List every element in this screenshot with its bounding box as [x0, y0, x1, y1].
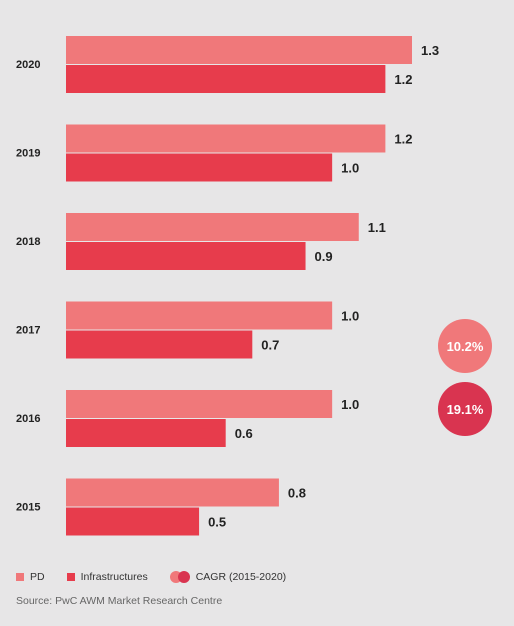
cagr-value-pd: 10.2%: [447, 339, 484, 354]
value-label-pd-2017: 1.0: [341, 309, 359, 324]
source-note: Source: PwC AWM Market Research Centre: [16, 595, 223, 607]
year-label-2018: 2018: [16, 236, 40, 248]
cagr-circles-icon: [169, 571, 190, 583]
bar-infrastructures-2017: [66, 330, 253, 359]
year-label-2015: 2015: [16, 502, 40, 514]
bar-pd-2016: [66, 390, 333, 418]
legend-swatch-infrastructures: [66, 573, 75, 581]
bar-infrastructures-2016: [66, 419, 226, 447]
value-label-infrastructures-2017: 0.7: [261, 338, 279, 353]
legend-item-cagr: CAGR (2015-2020): [169, 571, 287, 583]
value-label-pd-2019: 1.2: [394, 132, 412, 147]
bar-infrastructures-2019: [66, 153, 333, 182]
legend-label-infrastructures: Infrastructures: [80, 571, 148, 583]
bar-pd-2017: [66, 301, 333, 330]
legend-item-infrastructures: Infrastructures: [66, 571, 148, 583]
bar-pd-2015: [66, 478, 279, 507]
legend-swatch-pd: [16, 573, 24, 581]
year-label-2019: 2019: [16, 148, 40, 160]
year-label-2016: 2016: [16, 413, 40, 425]
bar-pd-2018: [66, 213, 359, 241]
value-label-pd-2018: 1.1: [368, 220, 386, 235]
bar-pd-2019: [66, 124, 386, 153]
bar-pd-2020: [66, 36, 412, 64]
cagr-value-infrastructures: 19.1%: [447, 402, 484, 417]
cagr-badge-infrastructures: [438, 382, 492, 436]
legend-item-pd: PD: [16, 571, 45, 583]
bar-infrastructures-2018: [66, 242, 306, 270]
legend-label-pd: PD: [30, 571, 45, 583]
cagr-badge-pd: [438, 319, 492, 373]
value-label-pd-2020: 1.3: [421, 43, 439, 58]
value-label-pd-2016: 1.0: [341, 397, 359, 412]
value-label-infrastructures-2015: 0.5: [208, 515, 226, 530]
value-label-infrastructures-2019: 1.0: [341, 161, 359, 176]
legend: PD Infrastructures CAGR (2015-2020): [16, 571, 308, 583]
legend-label-cagr: CAGR (2015-2020): [195, 571, 287, 583]
year-label-2017: 2017: [16, 325, 40, 337]
value-label-pd-2015: 0.8: [288, 486, 306, 501]
bar-infrastructures-2015: [66, 507, 200, 536]
bar-infrastructures-2020: [66, 65, 386, 93]
value-label-infrastructures-2018: 0.9: [315, 249, 333, 264]
value-label-infrastructures-2020: 1.2: [394, 72, 412, 87]
year-label-2020: 2020: [16, 59, 40, 71]
value-label-infrastructures-2016: 0.6: [235, 426, 253, 441]
